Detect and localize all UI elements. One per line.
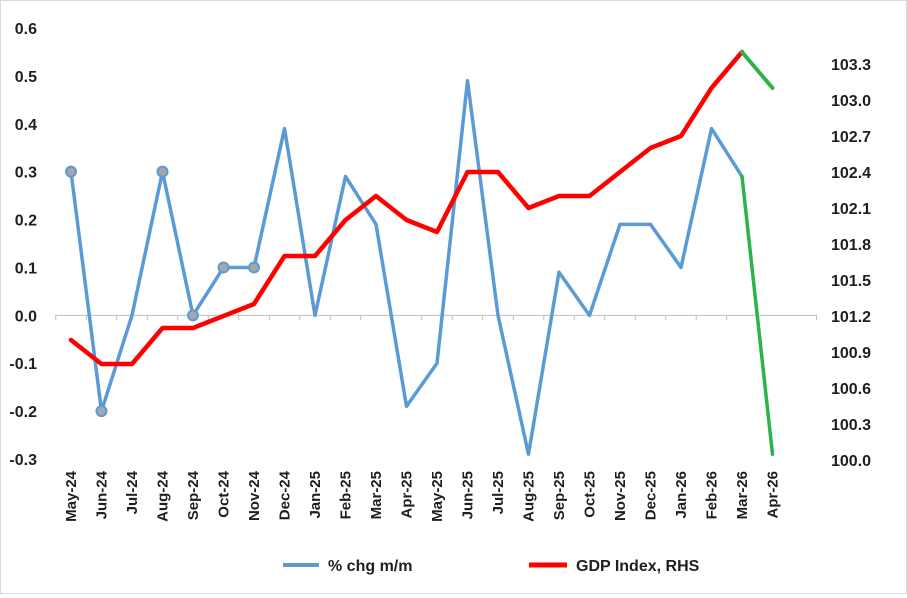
x-tick-label: Feb-25 [338,471,355,519]
right-tick-label: 103.3 [831,57,871,74]
left-tick-label: 0.5 [15,69,37,86]
data-point-marker [65,165,77,178]
left-tick-label: 0.0 [15,308,37,325]
x-tick-label: Apr-26 [765,471,782,519]
legend: % chg m/m GDP Index, RHS [283,558,700,575]
left-tick-label: -0.3 [9,452,37,469]
x-tick-label: Nov-24 [246,470,263,521]
x-axis-ticks: May-24 Jun-24 Jul-24 Aug-24 Sep-24 Oct-24 Nov-… [63,470,782,522]
x-tick-label: Apr-25 [399,471,416,519]
x-tick-label: Aug-24 [155,470,172,521]
data-point-marker [156,165,169,178]
left-tick-label: -0.1 [9,356,37,373]
x-tick-label: May-24 [63,470,80,522]
right-axis-ticks: 100.0 100.3 100.6 100.9 101.2 101.5 101.8 102.1… [831,57,871,470]
x-tick-label: Jun-25 [460,471,477,519]
left-tick-label: 0.2 [15,213,37,230]
data-point-marker [95,405,108,418]
axes-group [55,314,817,321]
data-point-marker [187,309,199,322]
series-forecast-0 [740,174,775,456]
series-line-0 [69,78,744,456]
right-tick-label: 100.3 [831,417,871,434]
x-tick-label: Mar-25 [368,471,385,519]
data-point-marker [217,261,230,274]
x-tick-label: Jul-25 [490,471,507,514]
right-tick-label: 102.7 [831,129,871,146]
legend-label-0: % chg m/m [328,558,412,575]
left-tick-label: 0.6 [15,21,37,38]
x-tick-label: Aug-25 [521,471,538,522]
x-tick-label: Feb-26 [704,471,721,519]
x-tick-label: Dec-24 [277,470,294,520]
right-tick-label: 102.1 [831,201,871,218]
right-tick-label: 101.8 [831,237,871,254]
left-axis-ticks: -0.3 -0.2 -0.1 0.0 0.1 0.2 0.3 0.4 0.5 0.6 [9,21,37,469]
left-tick-label: -0.2 [9,404,37,421]
series-forecast-1 [740,50,775,90]
right-tick-label: 100.0 [831,453,871,470]
right-tick-label: 100.9 [831,345,871,362]
x-tick-label: Jan-25 [307,471,324,519]
x-tick-label: Jul-24 [124,470,141,514]
x-tick-label: Nov-25 [612,471,629,521]
x-tick-label: Oct-24 [216,470,233,517]
x-tick-label: Jan-26 [673,471,690,519]
right-tick-label: 101.5 [831,273,871,290]
legend-label-1: GDP Index, RHS [576,558,700,575]
x-tick-label: Sep-24 [185,470,202,520]
x-tick-label: Jun-24 [94,470,111,519]
left-tick-label: 0.4 [15,117,37,134]
right-tick-label: 101.2 [831,309,871,326]
right-tick-label: 103.0 [831,93,871,110]
right-tick-label: 100.6 [831,381,871,398]
data-point-marker [248,261,260,274]
left-tick-label: 0.3 [15,165,37,182]
right-tick-label: 102.4 [831,165,871,182]
series-group [65,49,775,456]
x-tick-label: Oct-25 [582,471,599,518]
x-tick-label: May-25 [429,471,446,522]
series-line-1 [68,49,745,367]
x-tick-label: Mar-26 [734,471,751,519]
left-tick-label: 0.1 [15,260,37,277]
x-tick-label: Dec-25 [643,471,660,520]
x-tick-label: Sep-25 [551,471,568,520]
